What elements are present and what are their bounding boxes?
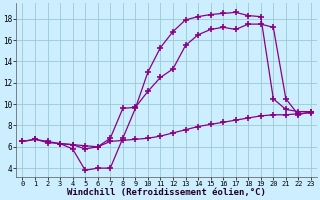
X-axis label: Windchill (Refroidissement éolien,°C): Windchill (Refroidissement éolien,°C): [67, 188, 266, 197]
